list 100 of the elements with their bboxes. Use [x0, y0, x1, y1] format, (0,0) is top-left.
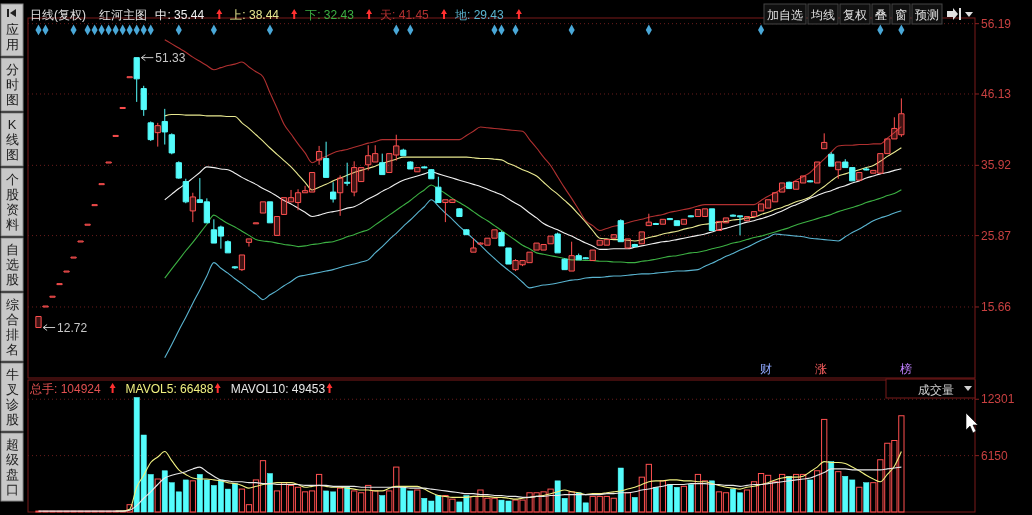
candlestick: [645, 213, 652, 227]
candlestick: [533, 242, 540, 251]
line-series: [164, 113, 902, 242]
candlestick: [484, 237, 491, 246]
candlestick: [652, 222, 659, 226]
candlestick: [554, 232, 561, 254]
candlestick: [589, 249, 596, 262]
candlestick: [294, 188, 302, 211]
candlestick: [42, 305, 49, 308]
text: 地: 29.43: [454, 8, 505, 22]
candlestick: [56, 283, 63, 286]
text: 中: 35.44: [155, 8, 205, 22]
candlestick: [400, 148, 407, 157]
y-tick-label: 25.87: [981, 228, 1012, 243]
candlestick: [414, 167, 421, 173]
candlestick: [828, 151, 835, 167]
candlestick: [680, 218, 688, 225]
candlestick: [617, 218, 624, 243]
annotation: 12.72: [57, 320, 88, 335]
bar: [680, 485, 688, 513]
candlestick: [568, 241, 575, 272]
candlestick: [119, 106, 126, 109]
candlestick: [835, 161, 842, 180]
annotation: 窗: [895, 8, 907, 22]
annotation: 加自选: [767, 8, 803, 22]
candlestick: [505, 247, 512, 265]
candlestick: [715, 220, 723, 231]
candlestick: [280, 197, 288, 215]
bar: [835, 471, 842, 513]
candlestick: [526, 251, 533, 264]
annotation: 均线: [810, 8, 835, 22]
candlestick: [814, 161, 821, 184]
text: 超级盘口: [5, 437, 19, 497]
candlestick: [470, 237, 477, 253]
annotation: 51.33: [155, 50, 186, 65]
candlestick: [358, 167, 365, 183]
text: 分时图: [5, 62, 19, 107]
candlestick: [84, 223, 91, 226]
candlestick: [49, 295, 56, 298]
candlestick: [610, 234, 617, 239]
candlestick: [182, 178, 189, 204]
candlestick: [764, 199, 772, 209]
candlestick: [344, 162, 351, 187]
candlestick: [778, 182, 786, 193]
candlestick: [337, 174, 344, 217]
candlestick: [126, 76, 133, 79]
candlestick: [161, 108, 168, 146]
bar: [189, 480, 196, 513]
candlestick: [168, 132, 175, 155]
candlestick: [771, 192, 779, 203]
candlestick: [807, 179, 814, 183]
bar: [709, 480, 715, 513]
bar: [379, 495, 386, 513]
candlestick: [821, 132, 828, 150]
text: 上: 38.44: [230, 8, 280, 22]
candlestick: [259, 201, 267, 214]
candlestick: [428, 168, 435, 180]
candlestick: [112, 134, 119, 137]
candlestick: [898, 97, 905, 138]
candlestick: [140, 85, 147, 117]
candlestick: [449, 199, 456, 204]
candlestick: [786, 181, 793, 190]
y-tick-label: 46.13: [981, 86, 1012, 101]
candlestick: [287, 189, 295, 203]
candlestick: [238, 254, 246, 272]
bar: [414, 489, 421, 513]
candlestick: [863, 167, 870, 171]
candlestick: [603, 239, 610, 246]
candlestick: [301, 185, 309, 194]
candlestick: [519, 260, 526, 267]
candlestick: [315, 145, 323, 166]
candlestick: [252, 222, 260, 225]
annotation: 涨: [815, 362, 827, 376]
bar: [617, 467, 624, 513]
candlestick: [491, 229, 498, 239]
candlestick: [35, 315, 42, 329]
chart-subtitle: 红河主图: [99, 8, 148, 22]
text: 应用: [5, 22, 19, 52]
candlestick: [701, 208, 709, 218]
candlestick: [498, 230, 505, 247]
candlestick: [308, 171, 316, 193]
candlestick: [379, 153, 386, 176]
candlestick: [330, 181, 337, 204]
bar: [337, 487, 344, 513]
candlestick: [77, 240, 84, 243]
bar: [863, 482, 870, 513]
candlestick: [477, 241, 484, 245]
candlestick: [463, 228, 470, 236]
bar: [568, 491, 575, 513]
candlestick: [596, 239, 603, 246]
candlestick: [70, 256, 77, 259]
candlestick: [856, 171, 863, 181]
candlestick: [666, 217, 673, 221]
candlestick: [456, 207, 463, 218]
candlestick: [442, 199, 449, 223]
y-axis-title: 成交量: [918, 383, 954, 397]
text: 自选股: [5, 242, 19, 287]
candlestick: [800, 175, 807, 184]
candlestick: [793, 181, 800, 190]
candlestick: [351, 160, 358, 197]
